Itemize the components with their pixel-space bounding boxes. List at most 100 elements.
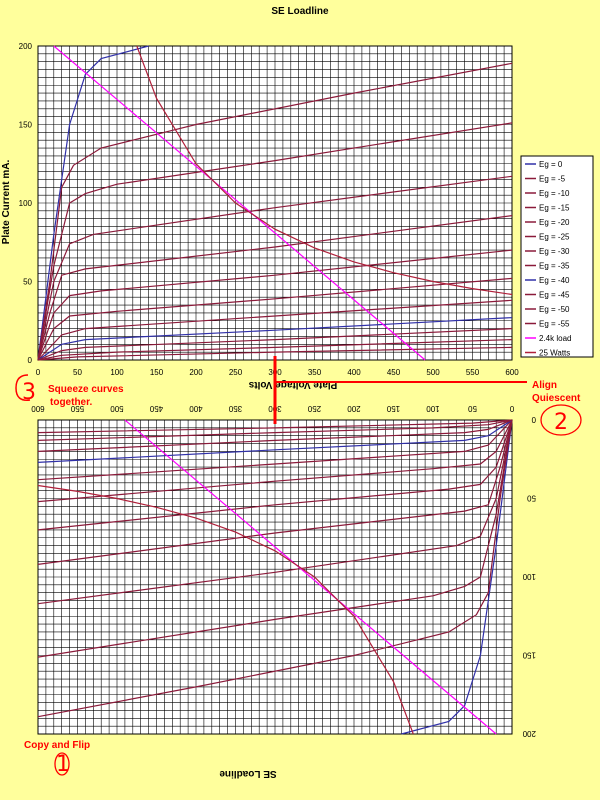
bottom-x-tick-label: 400 <box>189 404 203 413</box>
legend-label: Eg = 0 <box>539 160 563 169</box>
top-y-tick-labels: 0 50 100 150 200 <box>19 42 33 365</box>
series-line-eg-0 <box>37 45 149 361</box>
series-line-eg-40 <box>37 317 513 361</box>
bottom-x-tick-label: 500 <box>110 404 124 413</box>
legend-label: Eg = -35 <box>539 262 570 271</box>
note-squeeze-curves: Squeeze curves <box>48 384 124 395</box>
bottom-x-tick-label: 200 <box>347 404 361 413</box>
bottom-x-tick-label: 600 <box>31 404 45 413</box>
legend-label: Eg = -5 <box>539 175 566 184</box>
series-line-eg-55 <box>37 419 513 434</box>
series-line-2-4k-load <box>53 45 426 361</box>
step-1-number: 1 <box>56 752 70 777</box>
legend-label: 25 Watts <box>539 349 570 358</box>
legend-label: Eg = -45 <box>539 291 570 300</box>
legend-label: 2.4k load <box>539 334 571 343</box>
top-y-axis-label: Plate Current mA. <box>1 160 12 245</box>
top-x-axis-label: Plate Voltage Volts <box>248 379 337 390</box>
x-tick-label: 550 <box>466 368 480 377</box>
series-line-eg-0 <box>401 419 513 735</box>
y-tick-label: 100 <box>19 199 33 208</box>
series-line-eg-30 <box>37 277 513 361</box>
step-3-number: 3 <box>22 380 36 405</box>
bottom-x-tick-label: 50 <box>468 404 477 413</box>
legend-label: Eg = -30 <box>539 247 570 256</box>
bottom-chart-title: SE Loadline <box>219 768 277 779</box>
legend-label: Eg = -15 <box>539 204 570 213</box>
x-tick-label: 50 <box>73 368 82 377</box>
x-tick-label: 600 <box>505 368 519 377</box>
y-tick-label: 200 <box>19 42 33 51</box>
step-2-circle <box>540 404 582 436</box>
bottom-y-tick-label: 200 <box>522 729 536 738</box>
series-line-eg-20 <box>37 419 513 565</box>
legend: Eg = 0 Eg = -5 Eg = -10 Eg = -15 Eg = -20 Eg … <box>520 155 594 358</box>
series-line-eg-35 <box>37 419 513 481</box>
bottom-x-tick-label: 150 <box>386 404 400 413</box>
bottom-x-tick-label: 450 <box>149 404 163 413</box>
series-line-eg-15 <box>37 175 513 361</box>
series-line-eg-35 <box>37 299 513 361</box>
legend-label: Eg = -50 <box>539 305 570 314</box>
bottom-x-tick-label: 0 <box>509 404 514 413</box>
x-tick-label: 250 <box>229 368 243 377</box>
bottom-y-tick-label: 0 <box>531 415 536 424</box>
bottom-x-tick-label: 100 <box>426 404 440 413</box>
y-tick-label: 50 <box>23 278 32 287</box>
legend-label: Eg = -40 <box>539 276 570 285</box>
bottom-x-tick-label: 250 <box>307 404 321 413</box>
bottom-x-tick-label: 550 <box>70 404 84 413</box>
legend-label: Eg = -20 <box>539 218 570 227</box>
series-line-eg-10 <box>37 122 513 361</box>
y-tick-label: 0 <box>28 356 33 365</box>
series-line-eg-50 <box>37 419 513 441</box>
series-line-eg-40 <box>37 419 513 463</box>
top-chart-title: SE Loadline <box>271 6 329 17</box>
legend-items: Eg = 0 Eg = -5 Eg = -10 Eg = -15 Eg = -20 Eg … <box>525 160 571 358</box>
top-x-tick-labels: 050100150200250300350400450500550600 <box>36 368 519 377</box>
series-line-eg-5 <box>37 419 513 718</box>
series-line-eg-55 <box>37 346 513 361</box>
x-tick-label: 150 <box>150 368 164 377</box>
series-line-eg-50 <box>37 339 513 361</box>
bottom-x-tick-label: 350 <box>228 404 242 413</box>
legend-label: Eg = -55 <box>539 320 570 329</box>
note-align: Align <box>532 380 557 391</box>
step-3-bracket <box>15 374 31 401</box>
series-line-eg-45 <box>37 419 513 452</box>
bottom-y-tick-label: 50 <box>527 494 536 503</box>
x-tick-label: 0 <box>36 368 41 377</box>
x-tick-label: 100 <box>110 368 124 377</box>
series-line-eg-15 <box>37 419 513 605</box>
step-2-number: 2 <box>554 410 568 435</box>
x-tick-label: 200 <box>189 368 203 377</box>
series-line-2-4k-load <box>124 419 497 735</box>
x-tick-label: 500 <box>426 368 440 377</box>
series-line-eg-10 <box>37 419 513 658</box>
x-tick-label: 400 <box>347 368 361 377</box>
series-line-eg-5 <box>37 62 513 361</box>
note-together: together. <box>50 397 92 408</box>
bottom-series <box>37 419 513 735</box>
note-copy-and-flip: Copy and Flip <box>24 740 90 751</box>
y-tick-label: 150 <box>19 121 33 130</box>
step-1-circle <box>54 752 70 776</box>
top-series <box>37 45 513 361</box>
note-quiescent: Quiescent <box>532 393 581 404</box>
legend-label: Eg = -10 <box>539 189 570 198</box>
top-chart: SE Loadline 0501001502002503003504004505… <box>1 6 519 390</box>
bottom-x-tick-labels: 050100150200250300350400450500550600 <box>31 404 514 413</box>
series-line-eg-20 <box>37 215 513 361</box>
series-line-25-watts <box>37 484 414 735</box>
bottom-y-tick-label: 150 <box>522 651 536 660</box>
bottom-y-tick-labels: 0 50 100 150 200 <box>522 415 536 738</box>
series-line-eg-25 <box>37 249 513 361</box>
x-tick-label: 450 <box>387 368 401 377</box>
series-line-eg-45 <box>37 328 513 361</box>
bottom-chart: 050100150200250300350400450500550600 050… <box>31 404 536 779</box>
legend-label: Eg = -25 <box>539 233 570 242</box>
bottom-y-tick-label: 100 <box>522 572 536 581</box>
series-line-eg-25 <box>37 419 513 531</box>
series-line-25-watts <box>136 45 513 296</box>
series-line-eg-30 <box>37 419 513 503</box>
